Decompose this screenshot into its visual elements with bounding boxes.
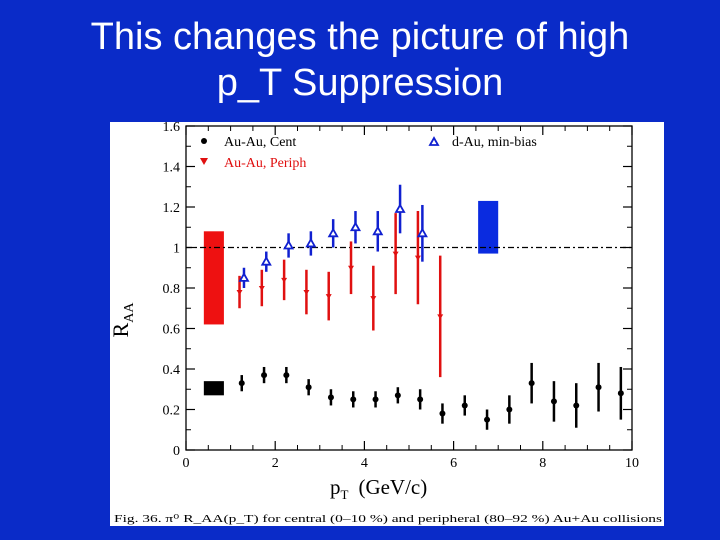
x-tick-label: 8 bbox=[539, 456, 546, 471]
legend-label-cent: Au-Au, Cent bbox=[224, 135, 296, 150]
y-tick-label: 1.2 bbox=[163, 201, 181, 216]
data-point bbox=[238, 380, 245, 387]
plot-frame bbox=[185, 125, 633, 451]
data-point bbox=[260, 255, 272, 266]
legend-marker-cent bbox=[201, 138, 207, 144]
x-axis-label: p bbox=[330, 475, 341, 499]
data-point bbox=[595, 384, 602, 391]
data-point bbox=[281, 277, 288, 283]
uncertainty-box-2 bbox=[478, 200, 499, 254]
figure-panel: 0 0.2 0.4 0.6 0.8 1 1.2 1.4 1.6 0 2 4 6 8 10 Au-Au, Ce… bbox=[110, 122, 664, 526]
legend-label-periph: Au-Au, Periph bbox=[224, 156, 306, 171]
data-point bbox=[417, 396, 424, 403]
y-tick-label: 0.2 bbox=[163, 404, 181, 419]
y-tick-label: 0.6 bbox=[163, 323, 181, 338]
data-point bbox=[258, 286, 265, 291]
data-point bbox=[283, 372, 290, 379]
x-axis-label-subscript: T bbox=[341, 487, 349, 502]
y-axis-label: R bbox=[110, 322, 133, 337]
data-point bbox=[506, 406, 513, 413]
y-axis-title: RAA bbox=[110, 302, 137, 338]
legend-marker-dau bbox=[428, 136, 440, 146]
data-point bbox=[327, 227, 339, 238]
series-0 bbox=[238, 362, 624, 430]
title-line-2: p_T Suppression bbox=[216, 62, 504, 104]
title-line-1: This changes the picture of high bbox=[90, 16, 630, 58]
x-axis-units: (GeV/c) bbox=[358, 475, 427, 499]
data-point bbox=[439, 410, 446, 417]
data-point bbox=[305, 237, 317, 248]
series-layer bbox=[236, 184, 624, 430]
x-tick-label: 4 bbox=[361, 456, 368, 471]
data-point bbox=[283, 239, 295, 250]
legend: Au-Au, Cent Au-Au, Periph d-Au, min-bias bbox=[200, 135, 537, 171]
x-tick-label: 6 bbox=[450, 456, 457, 471]
uncertainty-box-0 bbox=[203, 231, 224, 325]
data-point bbox=[550, 398, 557, 405]
axis-layer: 0 0.2 0.4 0.6 0.8 1 1.2 1.4 1.6 0 2 4 6 8 10 bbox=[163, 122, 640, 471]
data-point bbox=[617, 390, 624, 397]
y-tick-label: 0.4 bbox=[163, 363, 181, 378]
data-point bbox=[461, 402, 468, 409]
data-point bbox=[394, 203, 406, 213]
x-axis-title: pT (GeV/c) bbox=[330, 475, 427, 502]
raa-chart: 0 0.2 0.4 0.6 0.8 1 1.2 1.4 1.6 0 2 4 6 8 10 Au-Au, Ce… bbox=[110, 122, 662, 525]
data-point bbox=[437, 314, 444, 320]
y-tick-label: 1.6 bbox=[163, 122, 181, 135]
svg-text:RAA: RAA bbox=[110, 302, 137, 338]
figure-caption: Fig. 36. π⁰ R_AA(p_T) for central (0–10 … bbox=[114, 513, 662, 525]
y-tick-label: 0 bbox=[173, 444, 180, 459]
data-point bbox=[327, 394, 334, 401]
legend-label-dau: d-Au, min-bias bbox=[452, 135, 537, 150]
legend-marker-periph bbox=[200, 158, 208, 165]
data-point bbox=[484, 416, 491, 423]
data-point bbox=[236, 290, 243, 296]
data-point bbox=[350, 396, 357, 403]
y-axis-label-subscript: AA bbox=[122, 302, 137, 323]
data-point bbox=[416, 227, 428, 238]
x-tick-label: 0 bbox=[183, 456, 190, 471]
data-point bbox=[372, 396, 379, 403]
data-point bbox=[305, 384, 312, 391]
data-point bbox=[372, 225, 384, 236]
data-point bbox=[348, 265, 355, 271]
x-tick-label: 10 bbox=[625, 456, 639, 471]
data-point bbox=[238, 272, 250, 282]
series-1 bbox=[236, 211, 444, 378]
data-point bbox=[394, 392, 401, 399]
data-point bbox=[392, 251, 399, 257]
x-tick-label: 2 bbox=[272, 456, 279, 471]
y-tick-label: 1 bbox=[173, 242, 180, 257]
uncertainty-box-1 bbox=[203, 381, 224, 396]
svg-text:pT(GeV/c): pT (GeV/c) bbox=[330, 475, 427, 502]
box-layer bbox=[203, 200, 499, 396]
data-point bbox=[528, 380, 535, 387]
y-tick-label: 1.4 bbox=[163, 161, 181, 176]
data-point bbox=[370, 296, 377, 302]
data-point bbox=[349, 221, 362, 232]
data-point bbox=[573, 402, 580, 409]
data-point bbox=[303, 290, 310, 296]
data-point bbox=[414, 255, 421, 261]
slide-title: This changes the picture of high p_T Sup… bbox=[0, 14, 720, 106]
data-point bbox=[325, 294, 332, 300]
data-point bbox=[261, 372, 268, 379]
series-2 bbox=[238, 184, 428, 288]
y-tick-label: 0.8 bbox=[163, 282, 181, 297]
